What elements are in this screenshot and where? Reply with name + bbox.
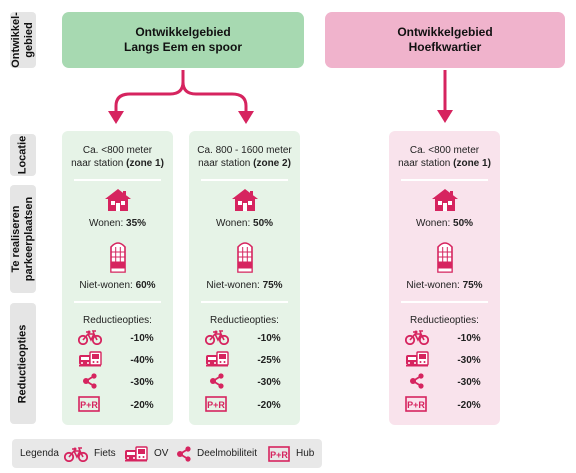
area-subtitle: Langs Eem en spoor <box>123 40 243 54</box>
legend-title: Legenda <box>20 448 59 459</box>
legend-label: OV <box>154 448 169 459</box>
arrows-diagram <box>108 70 453 124</box>
building-icon <box>436 239 454 273</box>
public-transport-icon <box>405 351 429 367</box>
arrowhead-right <box>238 111 254 124</box>
public-transport-icon <box>124 446 148 462</box>
row-label-text: Te realiseren parkeerplaatsen <box>10 196 35 282</box>
reduction-value: -25% <box>257 355 281 366</box>
separator <box>201 179 288 181</box>
reduction-value: -10% <box>257 333 281 344</box>
reduction-value: -30% <box>457 377 481 388</box>
legend-item-deelmobiliteit: Deelmobiliteit <box>176 439 257 468</box>
area-langs-eem-en-spoor: Ontwikkelgebied Langs Eem en spoor <box>62 12 304 68</box>
reduction-value: -30% <box>130 377 154 388</box>
house-icon <box>431 188 459 212</box>
svg-text:P+R: P+R <box>207 400 225 410</box>
separator <box>74 301 161 303</box>
public-transport-icon <box>205 351 229 367</box>
area-subtitle: Hoefkwartier <box>408 40 482 54</box>
share-icon <box>409 373 425 389</box>
svg-text:P+R: P+R <box>270 450 288 460</box>
building-icon <box>109 239 127 273</box>
share-icon <box>176 446 192 462</box>
reductie-title: Reductieopties: <box>210 315 279 326</box>
location-text: Ca. <800 meter naar station (zone 1) <box>71 145 164 169</box>
reduction-value: -30% <box>457 355 481 366</box>
park-and-ride-icon: P+R <box>405 396 427 412</box>
bicycle-icon <box>205 329 229 345</box>
column-zone2-langs-eem: Ca. 800 - 1600 meter naar station (zone … <box>189 131 300 425</box>
row-label-ontwikkelgebied: Ontwikkel- gebied <box>10 12 36 68</box>
area-title: Ontwikkelgebied <box>397 25 493 39</box>
legend-item-ov: OV <box>124 439 168 468</box>
wonen-value: Wonen: 35% <box>88 218 147 229</box>
separator <box>401 179 488 181</box>
location-text: Ca. <800 meter naar station (zone 1) <box>398 145 491 169</box>
park-and-ride-icon: P+R <box>205 396 227 412</box>
separator <box>201 301 288 303</box>
row-label-parkeerplaatsen: Te realiseren parkeerplaatsen <box>10 185 36 293</box>
column-zone1-hoefkwartier: Ca. <800 meter naar station (zone 1) Won… <box>389 131 500 425</box>
row-label-locatie: Locatie <box>10 134 36 176</box>
bicycle-icon <box>78 329 102 345</box>
split-arrow-left <box>114 70 185 114</box>
row-label-text: Locatie <box>16 135 29 175</box>
reduction-value: -20% <box>130 400 154 411</box>
svg-text:P+R: P+R <box>407 400 425 410</box>
wonen-value: Wonen: 50% <box>415 218 474 229</box>
legend-label: Fiets <box>94 448 116 459</box>
row-label-reductieopties: Reductieopties <box>10 303 36 424</box>
column-zone1-langs-eem: Ca. <800 meter naar station (zone 1) Won… <box>62 131 173 425</box>
separator <box>74 179 161 181</box>
svg-text:P+R: P+R <box>80 400 98 410</box>
house-icon <box>104 188 132 212</box>
area-title: Ontwikkelgebied <box>135 25 231 39</box>
legend-item-hub: P+R Hub <box>268 439 314 468</box>
reduction-value: -40% <box>130 355 154 366</box>
legend-item-fiets: Fiets <box>64 439 116 468</box>
legend-label: Deelmobiliteit <box>197 448 258 459</box>
niet-wonen-value: Niet-wonen: 75% <box>206 280 283 291</box>
split-arrow-right <box>181 81 248 114</box>
reductie-title: Reductieopties: <box>410 315 479 326</box>
reductie-title: Reductieopties: <box>83 315 152 326</box>
park-and-ride-icon: P+R <box>78 396 100 412</box>
separator <box>401 301 488 303</box>
legend: Legenda Fiets OV Deelmobiliteit P+R Hub <box>12 439 322 468</box>
reduction-value: -20% <box>257 400 281 411</box>
bicycle-icon <box>405 329 429 345</box>
reduction-value: -20% <box>457 400 481 411</box>
bicycle-icon <box>64 446 88 462</box>
reduction-value: -30% <box>257 377 281 388</box>
wonen-value: Wonen: 50% <box>215 218 274 229</box>
area-hoefkwartier: Ontwikkelgebied Hoefkwartier <box>325 12 565 68</box>
building-icon <box>236 239 254 273</box>
arrowhead-pink <box>437 110 453 123</box>
house-icon <box>231 188 259 212</box>
reduction-value: -10% <box>457 333 481 344</box>
reduction-value: -10% <box>130 333 154 344</box>
legend-label: Hub <box>296 448 315 459</box>
location-text: Ca. 800 - 1600 meter naar station (zone … <box>197 145 292 169</box>
public-transport-icon <box>78 351 102 367</box>
row-label-text: Reductieopties <box>16 324 29 403</box>
park-and-ride-icon: P+R <box>268 445 290 462</box>
share-icon <box>209 373 225 389</box>
niet-wonen-value: Niet-wonen: 75% <box>406 280 483 291</box>
arrowhead-left <box>108 111 124 124</box>
niet-wonen-value: Niet-wonen: 60% <box>79 280 156 291</box>
share-icon <box>82 373 98 389</box>
